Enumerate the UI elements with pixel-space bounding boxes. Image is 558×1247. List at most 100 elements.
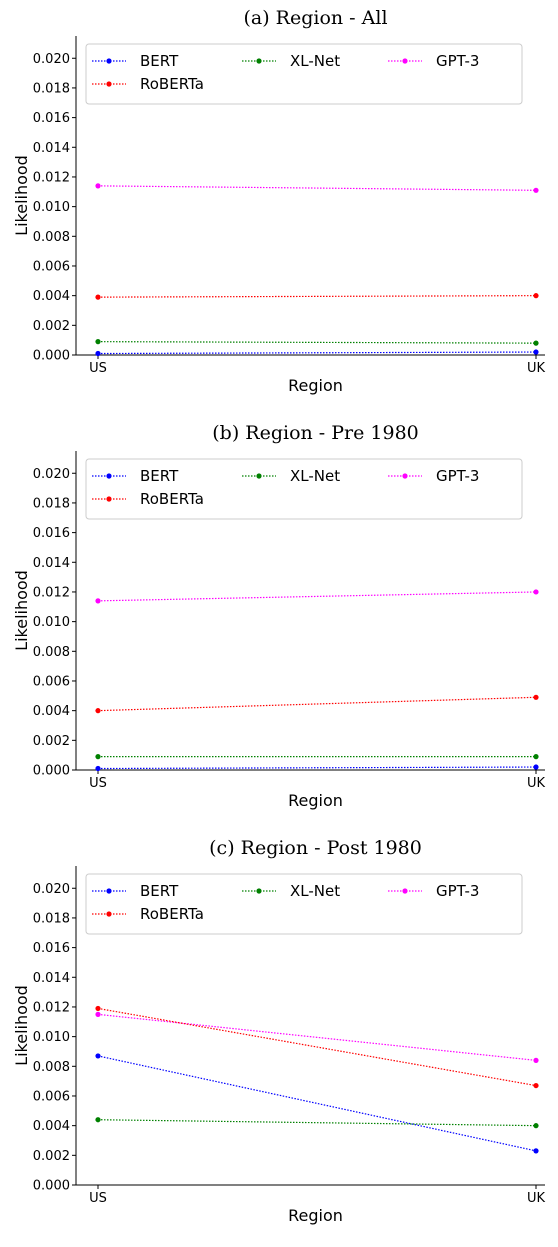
legend-item-xl-net: XL-Net (242, 52, 340, 70)
legend-marker (106, 58, 112, 64)
data-point-roberta-us (95, 1005, 101, 1012)
y-tick-label: 0.000 (33, 349, 70, 364)
y-tick-label: 0.004 (33, 1119, 70, 1134)
legend: BERT XL-Net GPT-3 RoBERTa (85, 873, 523, 935)
series-line-gpt-3 (97, 591, 537, 602)
series-line-bert (97, 351, 537, 355)
data-point-bert-uk (533, 764, 539, 770)
x-tick-label: US (89, 1191, 107, 1206)
x-tick-label: UK (527, 776, 546, 791)
y-tick-label: 0.010 (33, 1030, 70, 1045)
data-point-gpt-3-us (95, 1011, 101, 1017)
data-point-gpt-3-us (95, 183, 101, 189)
y-tick-label: 0.012 (33, 1000, 70, 1015)
data-point-xl-net-us (95, 339, 101, 345)
y-tick-label: 0.010 (33, 615, 70, 630)
y-axis-label: Likelihood (12, 155, 31, 236)
y-tick-label: 0.016 (33, 941, 70, 956)
legend-item-gpt-3: GPT-3 (388, 882, 479, 900)
x-tick-label: US (89, 776, 107, 791)
legend-marker (402, 58, 408, 64)
legend-label: GPT-3 (436, 882, 479, 900)
y-tick-label: 0.008 (33, 645, 70, 660)
legend-marker (106, 473, 112, 479)
legend-label: BERT (140, 882, 179, 900)
legend-marker (256, 473, 262, 479)
series-line-roberta (97, 696, 537, 712)
legend-marker (106, 911, 112, 917)
legend-item-roberta: RoBERTa (92, 905, 204, 923)
y-tick-label: 0.020 (33, 882, 70, 897)
x-axis-label: Region (288, 791, 343, 810)
legend-item-bert: BERT (92, 467, 179, 485)
y-tick-label: 0.018 (33, 496, 70, 511)
x-axis-label: Region (288, 1206, 343, 1225)
series-line-roberta (97, 295, 537, 298)
series-line-bert (97, 766, 537, 770)
y-tick-label: 0.008 (33, 230, 70, 245)
data-point-xl-net-uk (533, 754, 539, 760)
y-tick-label: 0.006 (33, 1089, 70, 1104)
chart-title: (b) Region - Pre 1980 (212, 422, 419, 444)
y-tick-label: 0.020 (33, 52, 70, 67)
y-tick-label: 0.012 (33, 585, 70, 600)
y-tick-label: 0.014 (33, 556, 70, 571)
y-tick-label: 0.006 (33, 259, 70, 274)
data-point-xl-net-us (95, 754, 101, 760)
legend-frame (85, 43, 523, 105)
legend-label: XL-Net (290, 882, 340, 900)
y-tick-label: 0.010 (33, 200, 70, 215)
legend-marker (256, 58, 262, 64)
series-line-xl-net (97, 1119, 537, 1127)
y-tick-label: 0.000 (33, 764, 70, 779)
series-line-roberta (97, 1007, 537, 1087)
data-point-roberta-uk (533, 694, 539, 700)
data-point-roberta-us (95, 294, 101, 300)
legend-marker (402, 473, 408, 479)
data-point-gpt-3-us (95, 598, 101, 604)
y-tick-label: 0.004 (33, 289, 70, 304)
data-point-roberta-uk (533, 1082, 539, 1089)
y-tick-label: 0.004 (33, 704, 70, 719)
chart-panel-2: (b) Region - Pre 1980 0.000 0.002 0.004 0.00… (12, 422, 545, 810)
legend-item-xl-net: XL-Net (242, 467, 340, 485)
chart-title: (a) Region - All (243, 7, 387, 29)
legend-marker (106, 81, 112, 87)
legend-frame (85, 873, 523, 935)
data-point-xl-net-uk (533, 1123, 539, 1129)
y-tick-label: 0.016 (33, 526, 70, 541)
y-tick-label: 0.000 (33, 1179, 70, 1194)
data-point-bert-uk (533, 349, 539, 355)
y-tick-label: 0.014 (33, 971, 70, 986)
series-line-gpt-3 (97, 185, 537, 191)
data-point-roberta-us (95, 708, 101, 714)
legend-label: XL-Net (290, 467, 340, 485)
legend-item-roberta: RoBERTa (92, 75, 204, 93)
series-line-xl-net (97, 341, 537, 344)
y-tick-label: 0.002 (33, 1149, 70, 1164)
y-tick-label: 0.002 (33, 734, 70, 749)
y-axis-label: Likelihood (12, 570, 31, 651)
legend-marker (256, 888, 262, 894)
series-line-bert (97, 1055, 537, 1152)
x-tick-label: US (89, 361, 107, 376)
x-tick-label: UK (527, 1191, 546, 1206)
legend: BERT XL-Net GPT-3 RoBERTa (85, 458, 523, 520)
data-point-xl-net-uk (533, 340, 539, 346)
legend-item-bert: BERT (92, 882, 179, 900)
y-tick-label: 0.006 (33, 674, 70, 689)
legend-label: GPT-3 (436, 467, 479, 485)
legend-item-gpt-3: GPT-3 (388, 52, 479, 70)
legend-item-xl-net: XL-Net (242, 882, 340, 900)
y-tick-label: 0.018 (33, 81, 70, 96)
y-tick-label: 0.020 (33, 467, 70, 482)
y-tick-label: 0.014 (33, 141, 70, 156)
data-point-bert-us (95, 1053, 101, 1059)
data-point-bert-us (95, 765, 101, 772)
legend: BERT XL-Net GPT-3 RoBERTa (85, 43, 523, 105)
legend-label: RoBERTa (140, 75, 204, 93)
legend-item-gpt-3: GPT-3 (388, 467, 479, 485)
x-axis-label: Region (288, 376, 343, 395)
y-axis-label: Likelihood (12, 985, 31, 1066)
